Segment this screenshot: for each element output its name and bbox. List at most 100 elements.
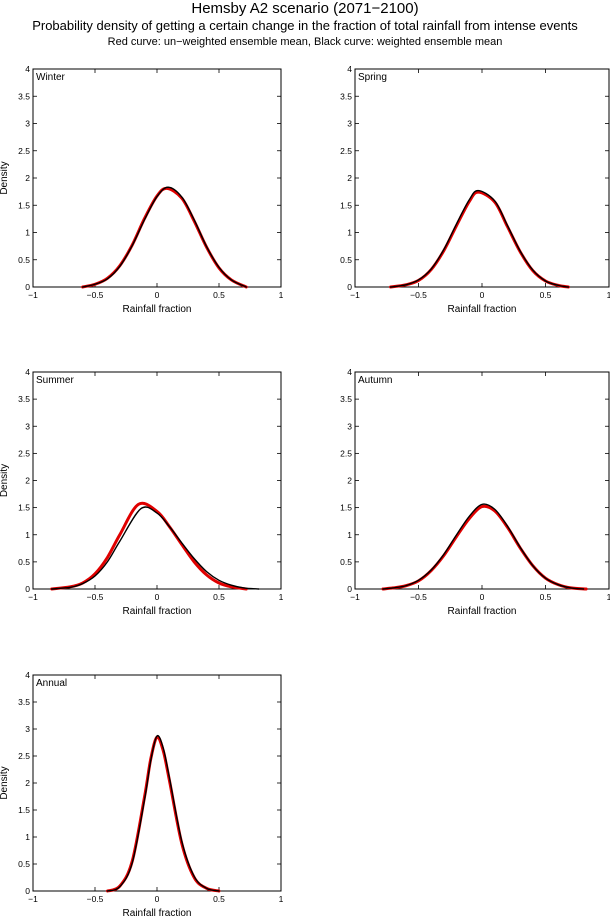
y-tick-label: 0.5 (340, 557, 352, 567)
y-tick-label: 0.5 (18, 557, 30, 567)
x-axis-label: Rainfall fraction (123, 304, 192, 315)
y-tick-label: 2 (25, 476, 30, 486)
x-tick-label: −0.5 (410, 592, 427, 602)
x-tick-label: 1 (279, 290, 284, 300)
y-tick-label: 2 (347, 173, 352, 183)
y-tick-label: 4 (347, 64, 352, 74)
y-tick-label: 3.5 (340, 91, 352, 101)
y-tick-label: 2 (25, 778, 30, 788)
y-tick-label: 3 (25, 421, 30, 431)
y-tick-label: 4 (25, 670, 30, 680)
y-tick-label: 1.5 (18, 200, 30, 210)
y-tick-label: 2 (347, 476, 352, 486)
y-tick-label: 4 (347, 367, 352, 377)
y-axis-label: Density (0, 464, 10, 497)
panel-autumn: 0 0.5 1 1.5 2 2.5 3 3.5 4 −1 −0.5 0 0.5 1 Autumn Rainfa… (340, 367, 610, 617)
y-tick-label: 1 (347, 228, 352, 238)
y-tick-label: 0 (347, 282, 352, 292)
x-axis-label: Rainfall fraction (123, 606, 192, 617)
x-tick-label: −0.5 (410, 290, 427, 300)
x-tick-label: 0.5 (540, 290, 552, 300)
panel-spring: 0 0.5 1 1.5 2 2.5 3 3.5 4 −1 −0.5 0 0.5 1 Spring Rainfa… (340, 64, 610, 315)
plot-frame (32, 674, 282, 892)
y-tick-label: 2.5 (340, 146, 352, 156)
y-tick-label: 0 (25, 584, 30, 594)
x-tick-label: −1 (350, 592, 360, 602)
legend-caption: Red curve: un−weighted ensemble mean, Bl… (107, 36, 503, 48)
panel-winter: 0 0.5 1 1.5 2 2.5 3 3.5 4 −1 −0.5 0 0.5 1 Winter Rainfa… (0, 64, 284, 315)
panel-label: Autumn (358, 375, 392, 386)
y-tick-label: 2 (25, 173, 30, 183)
x-tick-label: −1 (28, 894, 38, 904)
weighted-density-curve (382, 503, 585, 590)
y-tick-label: 1.5 (18, 805, 30, 815)
x-tick-label: 0.5 (213, 592, 225, 602)
x-tick-label: 1 (279, 592, 284, 602)
y-tick-label: 3 (347, 119, 352, 129)
unweighted-density-curve (105, 735, 221, 893)
weighted-density-curve (106, 734, 220, 892)
x-axis-label: Rainfall fraction (448, 606, 517, 617)
weighted-density-curve (81, 186, 247, 288)
x-tick-label: 0.5 (213, 894, 225, 904)
panel-summer: 0 0.5 1 1.5 2 2.5 3 3.5 4 −1 −0.5 0 0.5 1 Summer Rainfa… (0, 367, 284, 617)
y-tick-label: 1 (25, 228, 30, 238)
x-tick-label: 0 (480, 592, 485, 602)
y-tick-label: 1 (25, 530, 30, 540)
plot-frame (32, 68, 282, 288)
panel-annual: 0 0.5 1 1.5 2 2.5 3 3.5 4 −1 −0.5 0 0.5 1 Annual Rainfa… (0, 670, 284, 918)
y-tick-label: 2.5 (18, 751, 30, 761)
y-tick-label: 3.5 (18, 91, 30, 101)
panel-label: Annual (36, 678, 67, 689)
y-tick-label: 2.5 (18, 448, 30, 458)
weighted-density-curve (50, 506, 260, 590)
y-tick-label: 0 (347, 584, 352, 594)
weighted-density-curve (389, 189, 570, 288)
plot-frame (32, 371, 282, 590)
y-tick-label: 3 (25, 119, 30, 129)
y-tick-label: 0.5 (340, 255, 352, 265)
unweighted-density-curve (389, 190, 570, 289)
y-tick-label: 0.5 (18, 859, 30, 869)
x-axis-label: Rainfall fraction (123, 908, 192, 918)
y-tick-label: 3.5 (18, 394, 30, 404)
plot-frame (354, 371, 610, 590)
y-tick-label: 2.5 (340, 448, 352, 458)
unweighted-density-curve (50, 501, 248, 591)
y-tick-label: 3 (25, 724, 30, 734)
y-tick-label: 1.5 (340, 503, 352, 513)
y-tick-label: 3 (347, 421, 352, 431)
y-tick-label: 0 (25, 886, 30, 896)
x-tick-label: 1 (607, 290, 610, 300)
y-axis-label: Density (0, 766, 10, 799)
chart-title: Hemsby A2 scenario (2071−2100) (191, 0, 419, 17)
x-tick-label: 0.5 (213, 290, 225, 300)
y-tick-label: 1.5 (18, 503, 30, 513)
x-tick-label: −0.5 (87, 894, 104, 904)
y-tick-label: 1 (25, 832, 30, 842)
panel-label: Winter (36, 72, 66, 83)
x-tick-label: 1 (279, 894, 284, 904)
y-tick-label: 0.5 (18, 255, 30, 265)
y-tick-label: 4 (25, 367, 30, 377)
x-tick-label: −1 (28, 592, 38, 602)
x-tick-label: −1 (28, 290, 38, 300)
y-tick-label: 3.5 (340, 394, 352, 404)
y-tick-label: 4 (25, 64, 30, 74)
x-tick-label: 0 (155, 894, 160, 904)
x-tick-label: 0.5 (540, 592, 552, 602)
unweighted-density-curve (81, 186, 248, 289)
y-tick-label: 1 (347, 530, 352, 540)
x-tick-label: 0 (480, 290, 485, 300)
unweighted-density-curve (381, 504, 588, 591)
y-tick-label: 1.5 (340, 200, 352, 210)
x-tick-label: 1 (607, 592, 610, 602)
x-tick-label: 0 (155, 592, 160, 602)
x-tick-label: −0.5 (87, 290, 104, 300)
y-axis-label: Density (0, 161, 10, 194)
chart-subtitle: Probability density of getting a certain… (32, 18, 578, 33)
x-axis-label: Rainfall fraction (448, 304, 517, 315)
x-tick-label: −0.5 (87, 592, 104, 602)
y-tick-label: 0 (25, 282, 30, 292)
